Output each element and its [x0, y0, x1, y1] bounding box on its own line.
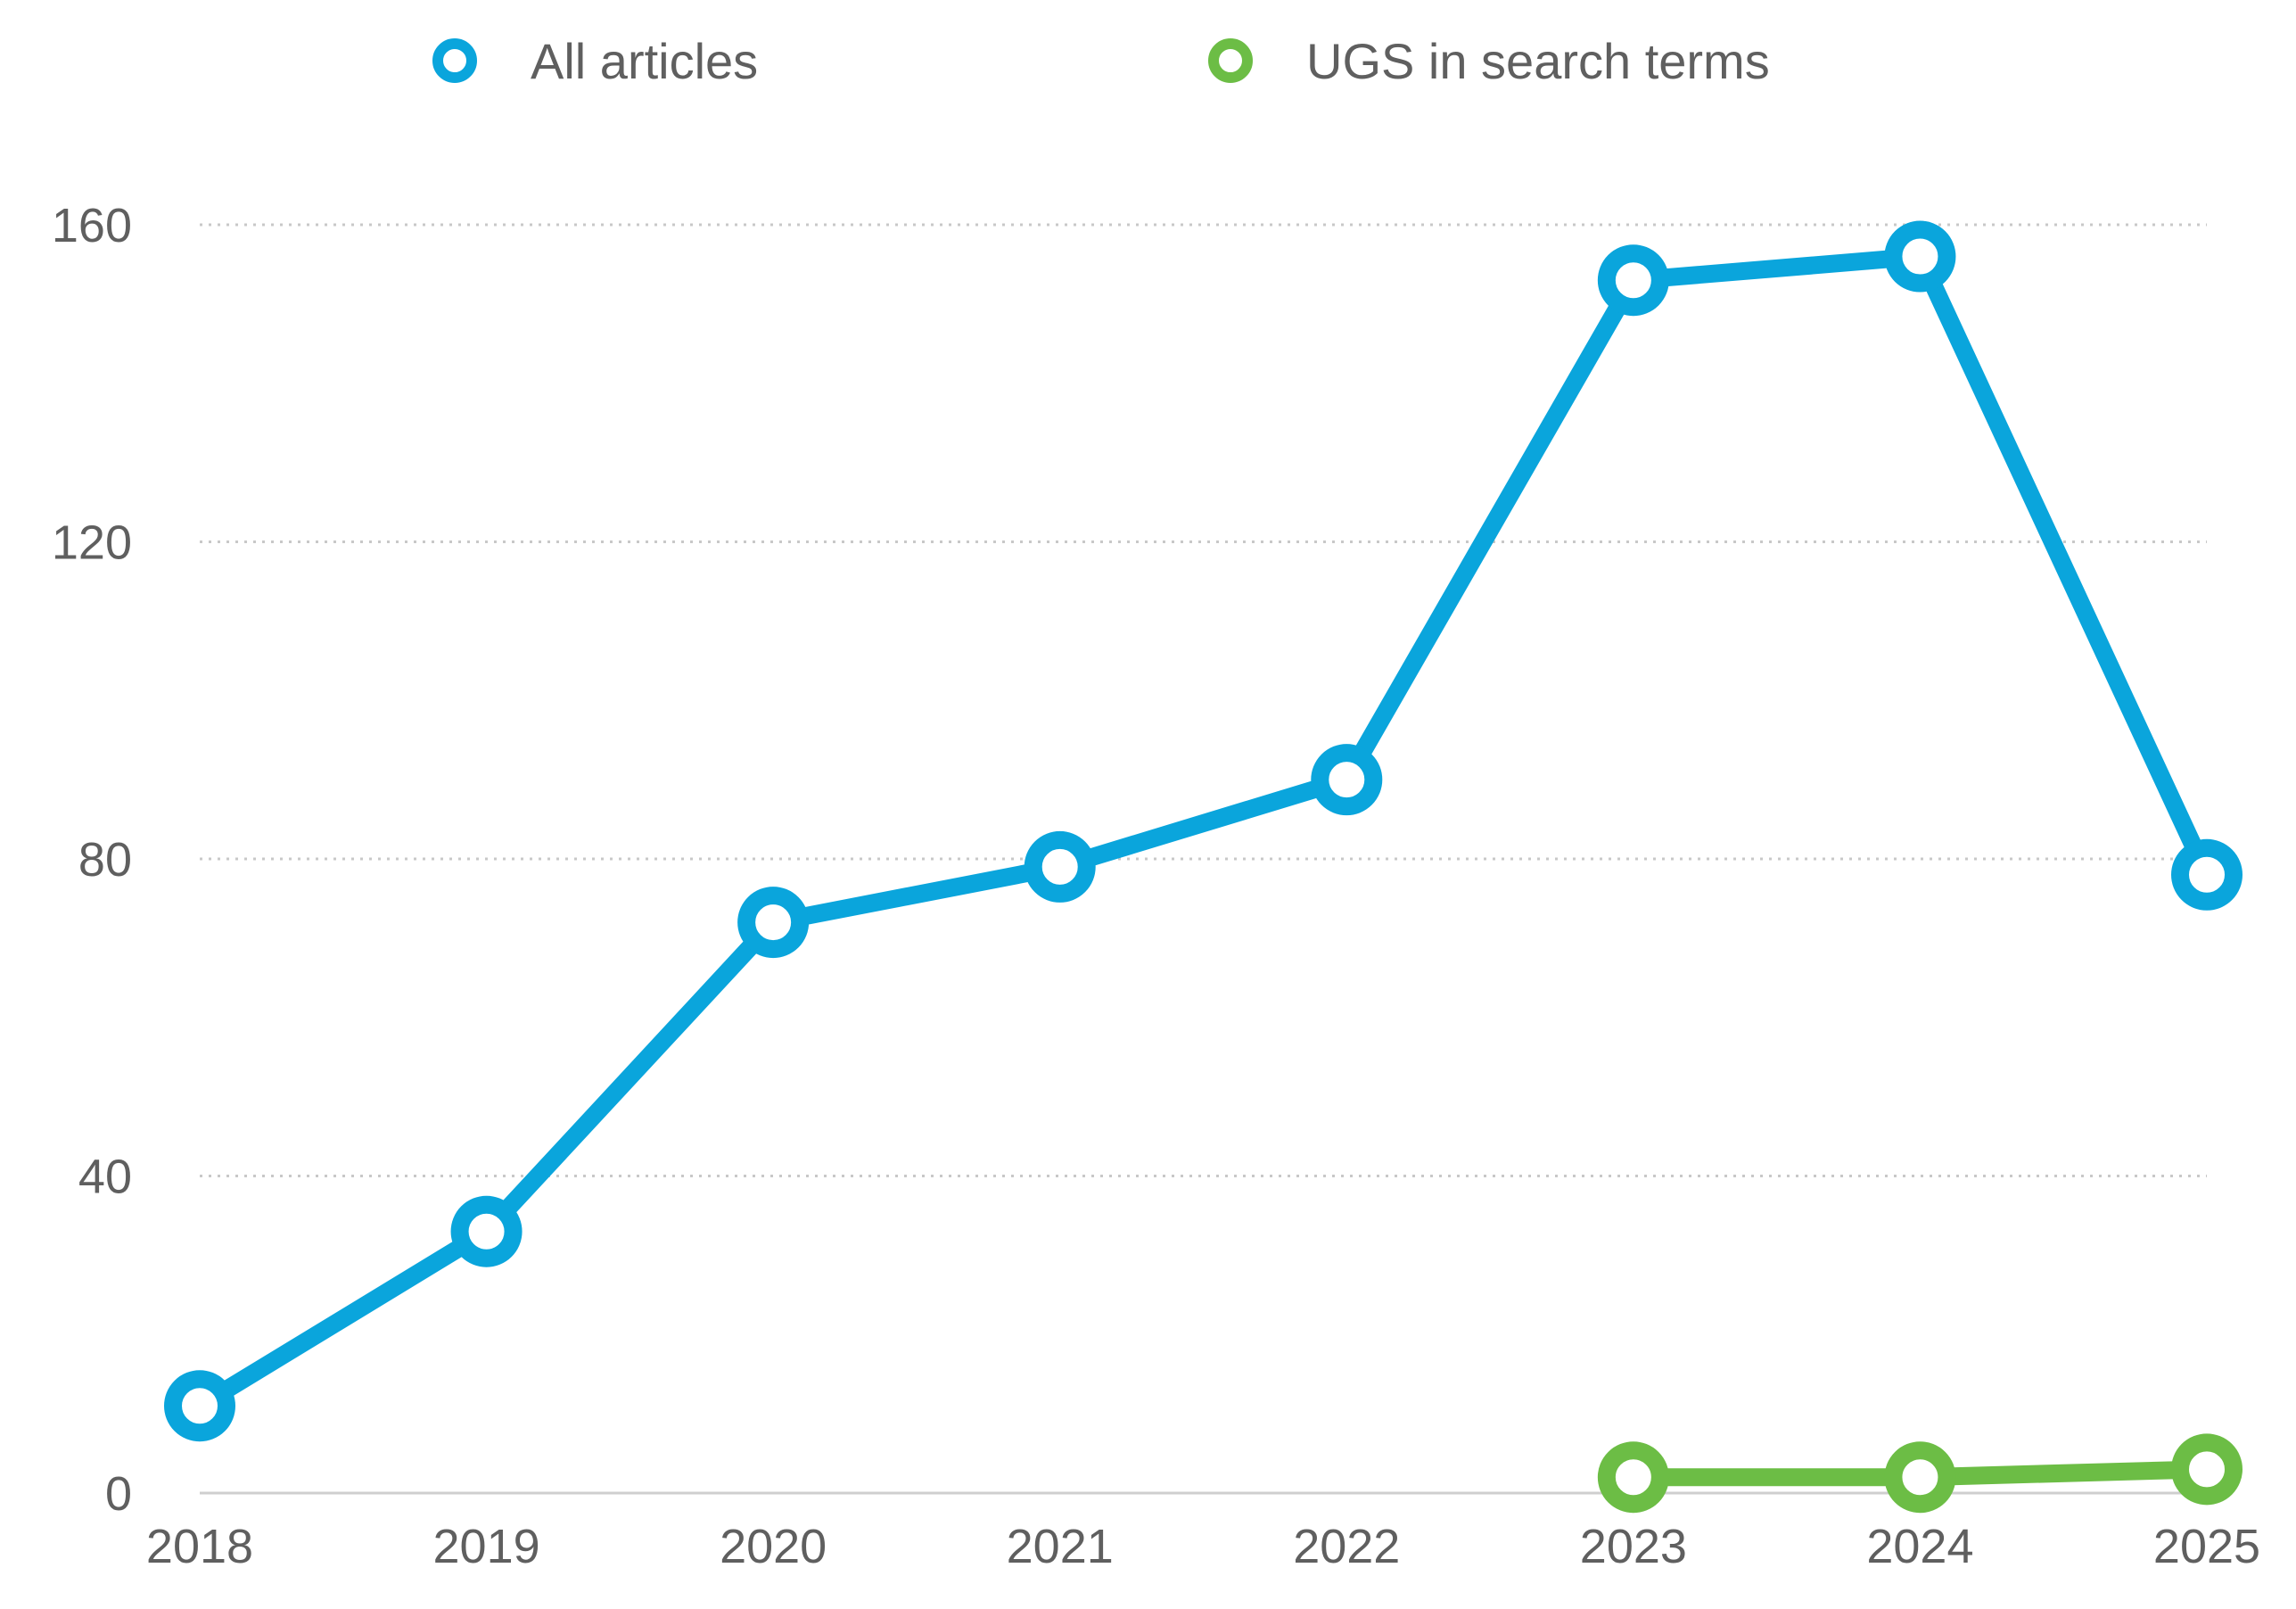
- y-tick-label: 0: [105, 1467, 132, 1521]
- x-tick-label: 2019: [433, 1520, 540, 1573]
- data-point: [2171, 838, 2243, 911]
- y-tick-label: 40: [78, 1151, 132, 1204]
- data-point: [737, 887, 810, 959]
- x-tick-label: 2018: [146, 1520, 253, 1573]
- x-axis: 2018 2019 2020 2021 2022 2023 2024 2025: [146, 1520, 2260, 1573]
- x-tick-label: 2024: [1866, 1520, 1973, 1573]
- x-tick-label: 2021: [1007, 1520, 1114, 1573]
- data-point: [1884, 220, 1956, 293]
- data-point: [1311, 744, 1383, 816]
- legend: All articles UGS in search terms: [432, 33, 1770, 89]
- y-tick-label: 120: [52, 516, 132, 570]
- data-point: [450, 1195, 523, 1267]
- data-point: [2171, 1433, 2243, 1506]
- legend-label: All articles: [531, 33, 758, 89]
- data-point: [1884, 1441, 1956, 1514]
- series-group: [164, 220, 2243, 1514]
- legend-label: UGS in search terms: [1306, 33, 1770, 89]
- data-point: [1024, 830, 1096, 903]
- legend-marker: [1208, 38, 1253, 83]
- data-point: [1597, 1441, 1669, 1514]
- data-point: [164, 1370, 235, 1442]
- gridlines: [200, 223, 2207, 1495]
- series-line: [191, 247, 2216, 1415]
- x-tick-label: 2023: [1580, 1520, 1687, 1573]
- data-point: [1597, 244, 1669, 317]
- y-axis: 0 40 80 120 160: [52, 199, 132, 1521]
- series-1: [164, 220, 2243, 1442]
- y-tick-label: 80: [78, 833, 132, 887]
- x-tick-label: 2020: [720, 1520, 827, 1573]
- x-tick-label: 2025: [2153, 1520, 2260, 1573]
- x-tick-label: 2022: [1293, 1520, 1400, 1573]
- legend-item: UGS in search terms: [1208, 33, 1770, 89]
- series-2: [1597, 1433, 2243, 1514]
- legend-marker: [432, 38, 477, 83]
- y-tick-label: 160: [52, 199, 132, 252]
- legend-item: All articles: [432, 33, 758, 89]
